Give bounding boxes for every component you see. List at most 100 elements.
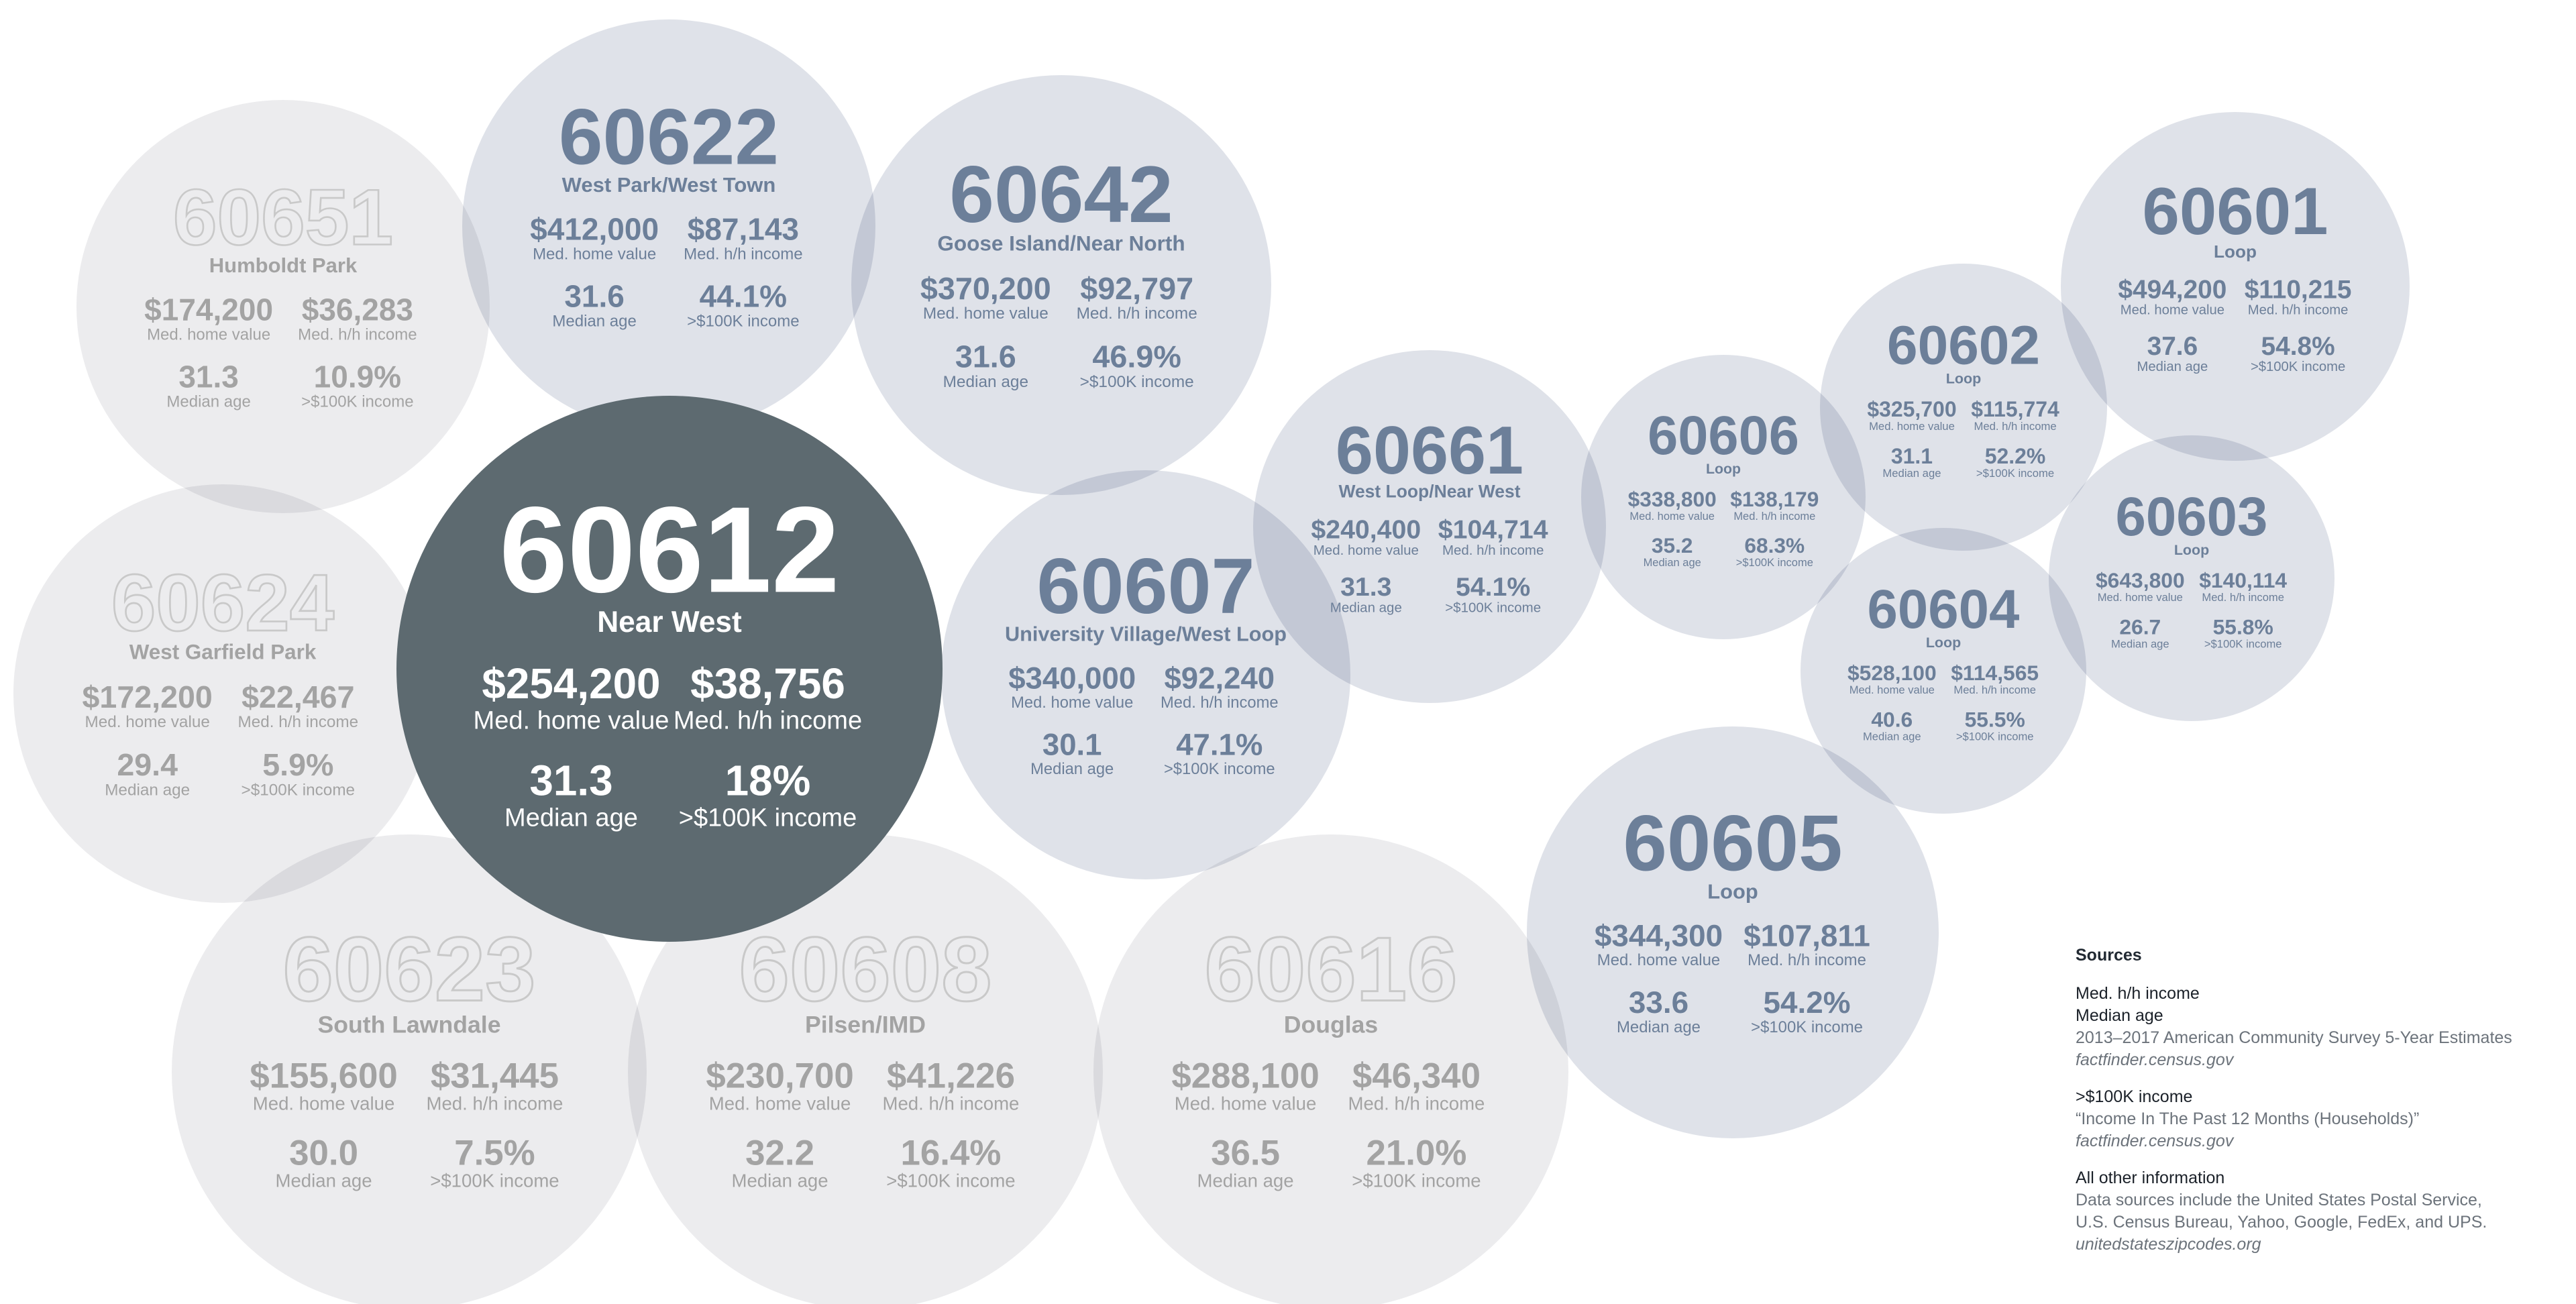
home-value-label: Med. home value: [1313, 543, 1419, 558]
zip-bubble-circle: [1253, 350, 1606, 703]
home-value: $155,600: [250, 1056, 397, 1096]
income-over-100k-label: >$100K income: [886, 1171, 1015, 1191]
household-income-label: Med. h/h income: [1442, 543, 1544, 558]
income-over-100k: 44.1%: [700, 279, 787, 314]
median-age: 30.1: [1042, 727, 1102, 761]
household-income: $115,774: [1971, 397, 2059, 421]
neighborhood-name: Goose Island/Near North: [937, 231, 1185, 255]
neighborhood-name: South Lawndale: [317, 1012, 500, 1038]
zip-code-label: 60608: [739, 918, 991, 1020]
income-over-100k-label: >$100K income: [2204, 637, 2282, 650]
source-link[interactable]: factfinder.census.gov: [2076, 1050, 2234, 1069]
zip-bubble-circle: [2049, 435, 2334, 721]
sources-title: Sources: [2076, 946, 2142, 965]
household-income-label: Med. h/h income: [883, 1093, 1020, 1114]
zip-code-label: 60622: [559, 93, 779, 181]
zip-code-label: 60624: [111, 559, 334, 648]
median-age: 31.1: [1891, 444, 1933, 468]
neighborhood-name: Loop: [2174, 542, 2209, 558]
median-age-label: Median age: [1617, 1018, 1701, 1036]
home-value-label: Med. home value: [147, 325, 270, 343]
zip-bubble-circle: [941, 470, 1350, 879]
income-over-100k-label: >$100K income: [1976, 467, 2054, 480]
household-income: $38,756: [690, 659, 845, 708]
source-description: Data sources include the United States P…: [2076, 1191, 2482, 1209]
household-income: $46,340: [1352, 1056, 1481, 1096]
income-over-100k-label: >$100K income: [241, 781, 356, 799]
income-over-100k-label: >$100K income: [1736, 557, 1813, 569]
home-value-label: Med. home value: [2121, 303, 2224, 318]
median-age-label: Median age: [105, 781, 190, 799]
zip-bubble-circle: [172, 834, 647, 1304]
income-over-100k: 16.4%: [900, 1134, 1001, 1173]
home-value: $370,200: [920, 271, 1051, 306]
household-income-label: Med. h/h income: [2202, 591, 2284, 604]
income-over-100k-label: >$100K income: [301, 392, 413, 411]
household-income-label: Med. h/h income: [1161, 694, 1279, 712]
household-income-label: Med. h/h income: [427, 1093, 564, 1114]
median-age: 31.3: [529, 757, 612, 805]
income-over-100k-label: >$100K income: [1445, 600, 1541, 616]
home-value-label: Med. home value: [474, 707, 669, 735]
home-value: $528,100: [1847, 661, 1937, 685]
income-over-100k: 7.5%: [454, 1134, 535, 1173]
source-link[interactable]: factfinder.census.gov: [2076, 1132, 2234, 1150]
median-age-label: Median age: [1882, 467, 1941, 480]
median-age: 31.3: [178, 360, 239, 394]
median-age: 31.3: [1340, 572, 1391, 602]
home-value-label: Med. home value: [2098, 591, 2183, 604]
income-over-100k: 10.9%: [314, 360, 401, 394]
zip-bubble-circle: [1820, 264, 2107, 551]
zip-bubble-circle: [1093, 834, 1568, 1304]
zip-bubble-circle: [1801, 528, 2086, 814]
income-over-100k-label: >$100K income: [1080, 373, 1194, 391]
home-value: $344,300: [1595, 918, 1723, 953]
household-income: $92,240: [1164, 661, 1275, 695]
household-income-label: Med. h/h income: [1348, 1093, 1485, 1114]
neighborhood-name: Loop: [2214, 241, 2257, 262]
zip-code-label: 60651: [173, 173, 393, 262]
home-value: $412,000: [530, 211, 659, 246]
household-income: $110,215: [2245, 275, 2352, 304]
household-income: $31,445: [431, 1056, 559, 1096]
neighborhood-name: Humboldt Park: [209, 254, 358, 277]
zip-code-label: 60603: [2116, 486, 2268, 547]
median-age: 30.0: [289, 1134, 358, 1173]
home-value: $340,000: [1008, 661, 1136, 695]
median-age-label: Median age: [1644, 557, 1701, 569]
zip-code-label: 60604: [1868, 579, 2020, 640]
income-over-100k-label: >$100K income: [687, 312, 799, 330]
household-income-label: Med. h/h income: [1953, 684, 2036, 696]
zip-bubble-circle: [13, 484, 432, 903]
neighborhood-name: Loop: [1707, 879, 1758, 903]
median-age-label: Median age: [1330, 600, 1402, 616]
household-income-label: Med. h/h income: [2248, 303, 2349, 318]
median-age: 33.6: [1629, 985, 1688, 1020]
home-value: $240,400: [1311, 514, 1421, 544]
neighborhood-name: West Park/West Town: [562, 173, 776, 197]
source-heading: All other information: [2076, 1169, 2225, 1187]
household-income-label: Med. h/h income: [1077, 305, 1197, 323]
median-age-label: Median age: [1030, 760, 1114, 778]
home-value: $230,700: [706, 1056, 853, 1096]
household-income-label: Med. h/h income: [1733, 510, 1815, 523]
zip-code-label: 60616: [1204, 918, 1457, 1020]
source-description: U.S. Census Bureau, Yahoo, Google, FedEx…: [2076, 1213, 2487, 1232]
source-link[interactable]: unitedstateszipcodes.org: [2076, 1235, 2261, 1254]
home-value: $338,800: [1628, 487, 1717, 511]
home-value-label: Med. home value: [1629, 510, 1715, 523]
home-value-label: Med. home value: [923, 305, 1049, 323]
household-income: $140,114: [2199, 568, 2287, 592]
zip-code-label: 60602: [1887, 315, 2040, 376]
income-over-100k-label: >$100K income: [1164, 760, 1275, 778]
home-value-label: Med. home value: [533, 245, 656, 263]
income-over-100k: 18%: [725, 757, 811, 805]
income-over-100k-label: >$100K income: [1751, 1018, 1863, 1036]
income-over-100k: 68.3%: [1744, 533, 1805, 557]
